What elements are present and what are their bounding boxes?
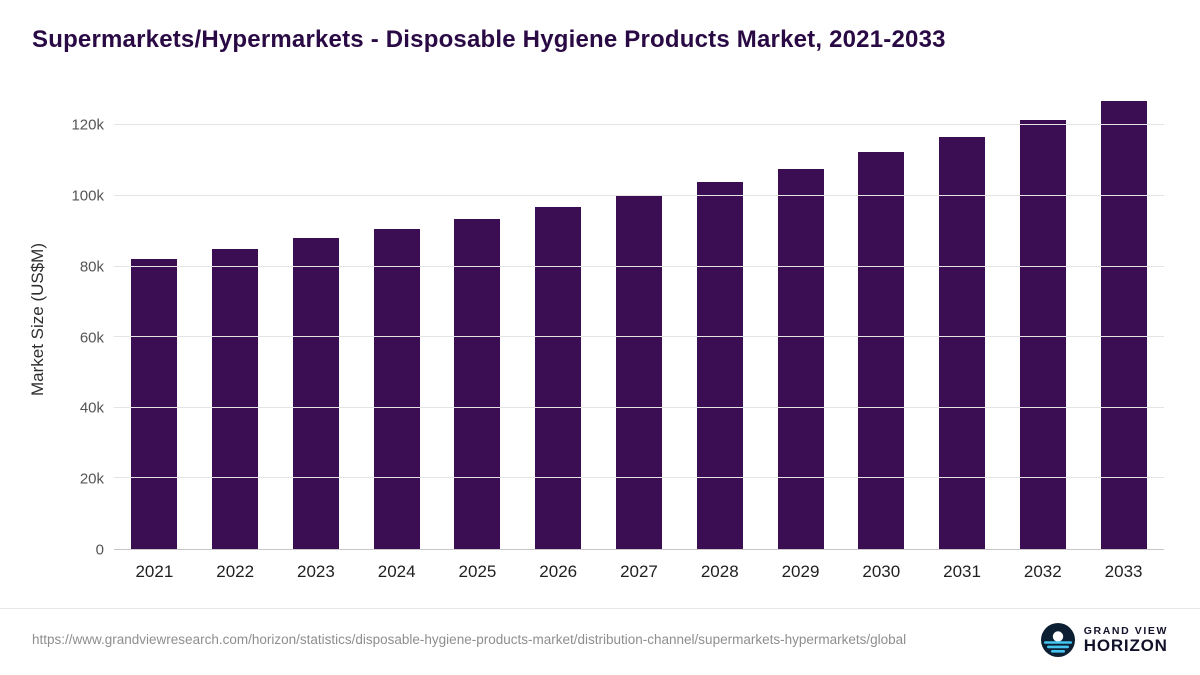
x-tick-label: 2029 <box>781 562 820 581</box>
chart-title: Supermarkets/Hypermarkets - Disposable H… <box>32 26 946 53</box>
gridline <box>114 124 1164 126</box>
bar-slot <box>114 90 195 549</box>
y-tick-label: 100k <box>71 187 104 205</box>
bar-slot <box>195 90 276 549</box>
x-tick-label: 2026 <box>539 562 578 581</box>
y-axis-title: Market Size (US$M) <box>28 243 47 397</box>
header: Supermarkets/Hypermarkets - Disposable H… <box>0 0 1200 54</box>
bar-slot <box>356 90 437 549</box>
y-tick-label: 60k <box>79 329 104 347</box>
bar-2029 <box>777 169 824 549</box>
y-tick-label: 0 <box>95 541 104 559</box>
gridline <box>114 336 1164 338</box>
x-tick-label: 2023 <box>297 562 335 581</box>
bar-2030 <box>858 152 905 549</box>
bars <box>114 90 1164 549</box>
bar-slot <box>841 90 922 549</box>
gridline <box>114 265 1164 267</box>
bar-2032 <box>1019 120 1066 549</box>
y-tick-label: 80k <box>79 258 104 276</box>
bar-slot <box>518 90 599 549</box>
y-axis-label-wrap: Market Size (US$M) <box>28 90 62 550</box>
bar-2028 <box>696 181 743 549</box>
bar-2024 <box>373 229 420 549</box>
bar-2033 <box>1100 100 1147 549</box>
x-tick-label: 2028 <box>700 562 739 581</box>
bar-2025 <box>454 218 501 549</box>
source-url: https://www.grandviewresearch.com/horizo… <box>32 631 907 647</box>
x-tick-label: 2024 <box>377 562 416 581</box>
bar-slot <box>276 90 357 549</box>
gridline <box>114 194 1164 196</box>
bar-2021 <box>131 259 178 549</box>
y-axis: 0 20k 40k 60k 80k 100k 120k <box>62 90 114 559</box>
bar-slot <box>679 90 760 549</box>
bar-2031 <box>939 136 986 549</box>
x-tick-label: 2031 <box>943 562 981 581</box>
bar-2027 <box>615 194 662 549</box>
footer: https://www.grandviewresearch.com/horizo… <box>0 608 1200 675</box>
y-tick-label: 120k <box>71 116 104 134</box>
chart-region: Market Size (US$M) 0 20k 40k 60k 80k 100k 120k <box>28 90 1164 559</box>
y-tick-label: 40k <box>79 399 104 417</box>
bar-2023 <box>292 238 339 549</box>
logo-line2: HORIZON <box>1083 635 1168 655</box>
x-tick-label: 2027 <box>620 562 658 581</box>
bar-slot <box>599 90 680 549</box>
gridline <box>114 477 1164 479</box>
bar-slot <box>922 90 1003 549</box>
x-axis: 2021 2022 2023 2024 2025 2026 2027 2028 2029 2030… <box>114 550 1164 594</box>
bar-slot <box>437 90 518 549</box>
horizon-sun-icon <box>1040 623 1075 657</box>
y-tick-label: 20k <box>79 470 104 488</box>
bar-2026 <box>535 206 582 549</box>
grand-view-horizon-logo: GRAND VIEW HORIZON <box>1040 623 1168 657</box>
x-tick-label: 2021 <box>135 562 174 581</box>
x-tick-label: 2025 <box>458 562 497 581</box>
bar-2022 <box>212 248 259 549</box>
bar-slot <box>1002 90 1083 549</box>
x-tick-label: 2022 <box>216 562 255 581</box>
x-tick-label: 2032 <box>1023 562 1062 581</box>
bar-slot <box>760 90 841 549</box>
plot-area <box>114 90 1164 550</box>
logo-text: GRAND VIEW HORIZON <box>1083 624 1168 655</box>
x-tick-label: 2033 <box>1104 562 1143 581</box>
bar-slot <box>1083 90 1164 549</box>
logo-line1: GRAND VIEW <box>1083 624 1168 637</box>
x-tick-label: 2030 <box>862 562 901 581</box>
gridline <box>114 406 1164 408</box>
